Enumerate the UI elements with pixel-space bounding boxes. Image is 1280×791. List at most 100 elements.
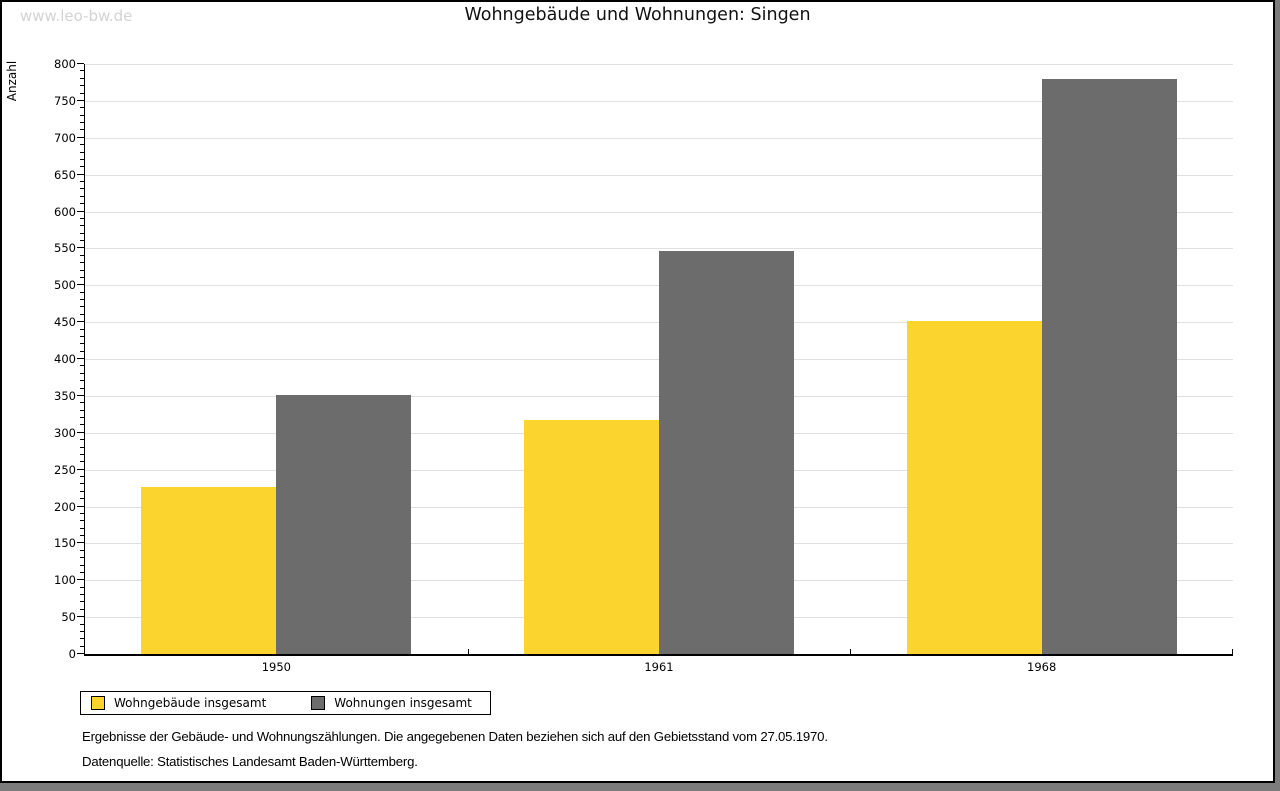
y-tick-label: 200 (54, 499, 76, 514)
y-axis-minor-tick (80, 638, 84, 640)
bar-wohnungen-insgesamt-1950 (276, 395, 412, 654)
y-axis-minor-tick (80, 129, 84, 131)
y-axis-minor-tick (80, 409, 84, 411)
y-tick-label: 500 (54, 278, 76, 293)
y-axis-minor-tick (80, 144, 84, 146)
y-tick-label: 750 (54, 93, 76, 108)
y-axis-minor-tick (80, 417, 84, 418)
y-axis-minor-tick (80, 424, 84, 426)
y-tick-label: 550 (54, 241, 76, 256)
y-axis-minor-tick (80, 151, 84, 153)
legend-swatch-icon (91, 696, 105, 710)
y-axis-minor-tick (80, 630, 84, 632)
y-axis-minor-tick (80, 483, 84, 485)
gridline (85, 174, 1233, 176)
y-axis-major-tick (77, 431, 84, 433)
legend-label: Wohngebäude insgesamt (114, 696, 267, 710)
y-axis-minor-tick (80, 512, 84, 514)
y-axis-minor-tick (80, 380, 84, 382)
x-axis-tick (850, 649, 852, 654)
y-axis-minor-tick (80, 608, 84, 610)
x-axis-tick (467, 649, 469, 654)
y-axis-major-tick (77, 542, 84, 544)
bar-wohngeb-ude-insgesamt-1968 (906, 320, 1042, 654)
legend-item: Wohngebäude insgesamt (91, 696, 266, 710)
y-axis-minor-tick (80, 365, 84, 367)
y-axis-minor-tick (80, 446, 84, 448)
gridline (85, 64, 1233, 65)
chart-title: Wohngebäude und Wohnungen: Singen (464, 5, 811, 25)
y-axis-minor-tick (80, 350, 84, 352)
y-tick-label: 600 (54, 204, 76, 219)
y-axis-minor-tick (80, 70, 84, 72)
y-axis-minor-tick (80, 476, 84, 477)
bar-wohngeb-ude-insgesamt-1961 (524, 420, 659, 654)
y-axis-minor-tick (80, 262, 84, 264)
y-tick-label: 50 (61, 610, 76, 625)
y-axis-minor-tick (80, 254, 84, 256)
y-tick-label: 100 (54, 573, 76, 588)
y-axis-minor-tick (80, 299, 84, 300)
y-axis-major-tick (77, 173, 84, 175)
y-axis-minor-tick (80, 306, 84, 308)
y-axis-minor-tick (80, 166, 84, 168)
y-axis-minor-tick (80, 535, 84, 536)
y-axis-minor-tick (80, 571, 84, 573)
y-axis-major-tick (77, 136, 84, 138)
y-axis-major-tick (77, 358, 84, 359)
y-axis-minor-tick (80, 453, 84, 455)
x-axis-end-tick (1232, 649, 1233, 654)
y-axis-minor-tick (80, 601, 84, 603)
y-axis-minor-tick (80, 328, 84, 330)
x-tick-label: 1950 (261, 660, 291, 674)
y-axis-major-tick (77, 653, 84, 654)
y-axis-minor-tick (80, 594, 84, 595)
y-tick-label: 800 (54, 57, 76, 71)
y-axis-minor-tick (80, 549, 84, 551)
bar-wohngeb-ude-insgesamt-1950 (141, 486, 277, 654)
y-axis-minor-tick (80, 122, 84, 123)
y-axis-minor-tick (80, 645, 84, 647)
y-tick-label: 300 (54, 425, 76, 440)
y-axis-minor-tick (80, 158, 84, 160)
y-axis-minor-tick (80, 188, 84, 190)
y-tick-label: 400 (54, 352, 76, 366)
y-axis-minor-tick (80, 520, 84, 522)
y-axis-minor-tick (80, 372, 84, 374)
y-axis-minor-tick (80, 343, 84, 345)
y-axis-major-tick (77, 579, 84, 581)
y-axis-major-tick (77, 247, 84, 249)
y-tick-label: 250 (54, 462, 76, 477)
legend: Wohngebäude insgesamt Wohnungen insgesamt (80, 691, 491, 715)
gridline (85, 248, 1233, 250)
y-axis-major-tick (77, 63, 84, 64)
gridline (85, 137, 1233, 139)
y-axis-minor-tick (80, 490, 84, 492)
x-tick-label: 1961 (644, 660, 674, 674)
y-axis-minor-tick (80, 527, 84, 529)
y-tick-label: 700 (54, 130, 76, 145)
y-axis-title: Anzahl (5, 60, 19, 102)
y-axis-minor-tick (80, 387, 84, 389)
y-axis-minor-tick (80, 217, 84, 219)
y-tick-label: 650 (54, 167, 76, 182)
y-axis-minor-tick (80, 77, 84, 79)
gridline (85, 100, 1233, 102)
y-axis-major-tick (77, 210, 84, 212)
y-axis-major-tick (77, 99, 84, 101)
legend-item: Wohnungen insgesamt (311, 696, 472, 710)
y-axis-minor-tick (80, 240, 84, 241)
plot-area: 0 50 100 150 200 250 300 350 400 450 500 550 600 650 7… (54, 57, 1233, 674)
y-axis-minor-tick (80, 623, 84, 625)
y-axis-minor-tick (80, 114, 84, 116)
y-axis-minor-tick (80, 181, 84, 182)
y-axis-minor-tick (80, 335, 84, 337)
y-axis-minor-tick (80, 225, 84, 227)
y-axis-minor-tick (80, 195, 84, 197)
bar-wohnungen-insgesamt-1968 (1041, 78, 1177, 654)
y-axis-minor-tick (80, 107, 84, 109)
y-axis-minor-tick (80, 232, 84, 234)
y-axis-minor-tick (80, 557, 84, 559)
y-axis-major-tick (77, 284, 84, 286)
